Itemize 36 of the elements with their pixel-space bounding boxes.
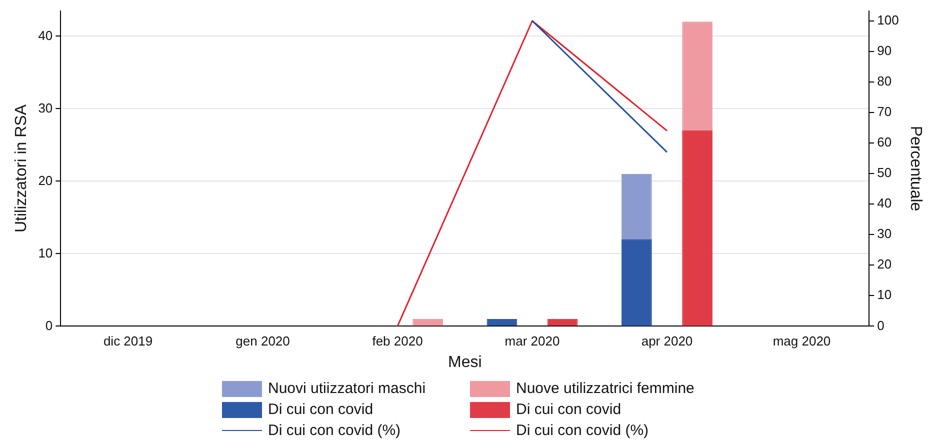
y2-tick-label: 10 [877, 287, 892, 302]
y-tick-label: 0 [45, 318, 53, 333]
y2-tick-label: 70 [877, 104, 892, 120]
legend-label: Di cui con covid (%) [268, 422, 401, 439]
x-tick-label: mar 2020 [504, 334, 560, 349]
y-tick-label: 10 [38, 245, 53, 260]
bar [412, 318, 443, 326]
y2-tick-label: 30 [877, 226, 892, 242]
legend-label: Di cui con covid (%) [516, 422, 649, 439]
legend-label: Nuove utilizzatrici femmine [516, 380, 694, 397]
bar [622, 239, 652, 326]
y-tick-label: 20 [38, 172, 53, 188]
y2-tick-label: 90 [877, 42, 892, 58]
x-tick-label: gen 2020 [236, 334, 290, 349]
y2-tick-label: 100 [877, 12, 899, 28]
y2-tick-label: 50 [877, 165, 892, 180]
x-tick-label: dic 2019 [103, 334, 153, 349]
y-tick-label: 30 [38, 100, 53, 116]
x-tick-label: apr 2020 [641, 334, 693, 349]
bar [547, 318, 578, 326]
bar [682, 130, 712, 326]
legend-label: Di cui con covid [516, 401, 622, 418]
legend-label: Nuovi utiizzatori maschi [268, 380, 426, 397]
y2-tick-label: 20 [877, 256, 892, 272]
y-tick-label: 40 [38, 28, 53, 43]
y-axis-title: Utilizzatori in RSA [13, 104, 30, 233]
y2-tick-label: 40 [877, 196, 892, 211]
y2-tick-label: 60 [877, 134, 892, 150]
y2-tick-label: 0 [877, 318, 884, 333]
y2-axis-title: Percentuale [906, 126, 924, 212]
bar [486, 318, 518, 326]
x-tick-label: mag 2020 [772, 334, 831, 349]
x-axis-title: Mesi [448, 354, 482, 371]
y2-tick-label: 80 [877, 74, 892, 89]
legend-label: Di cui con covid [268, 401, 374, 418]
x-tick-label: feb 2020 [372, 334, 423, 349]
